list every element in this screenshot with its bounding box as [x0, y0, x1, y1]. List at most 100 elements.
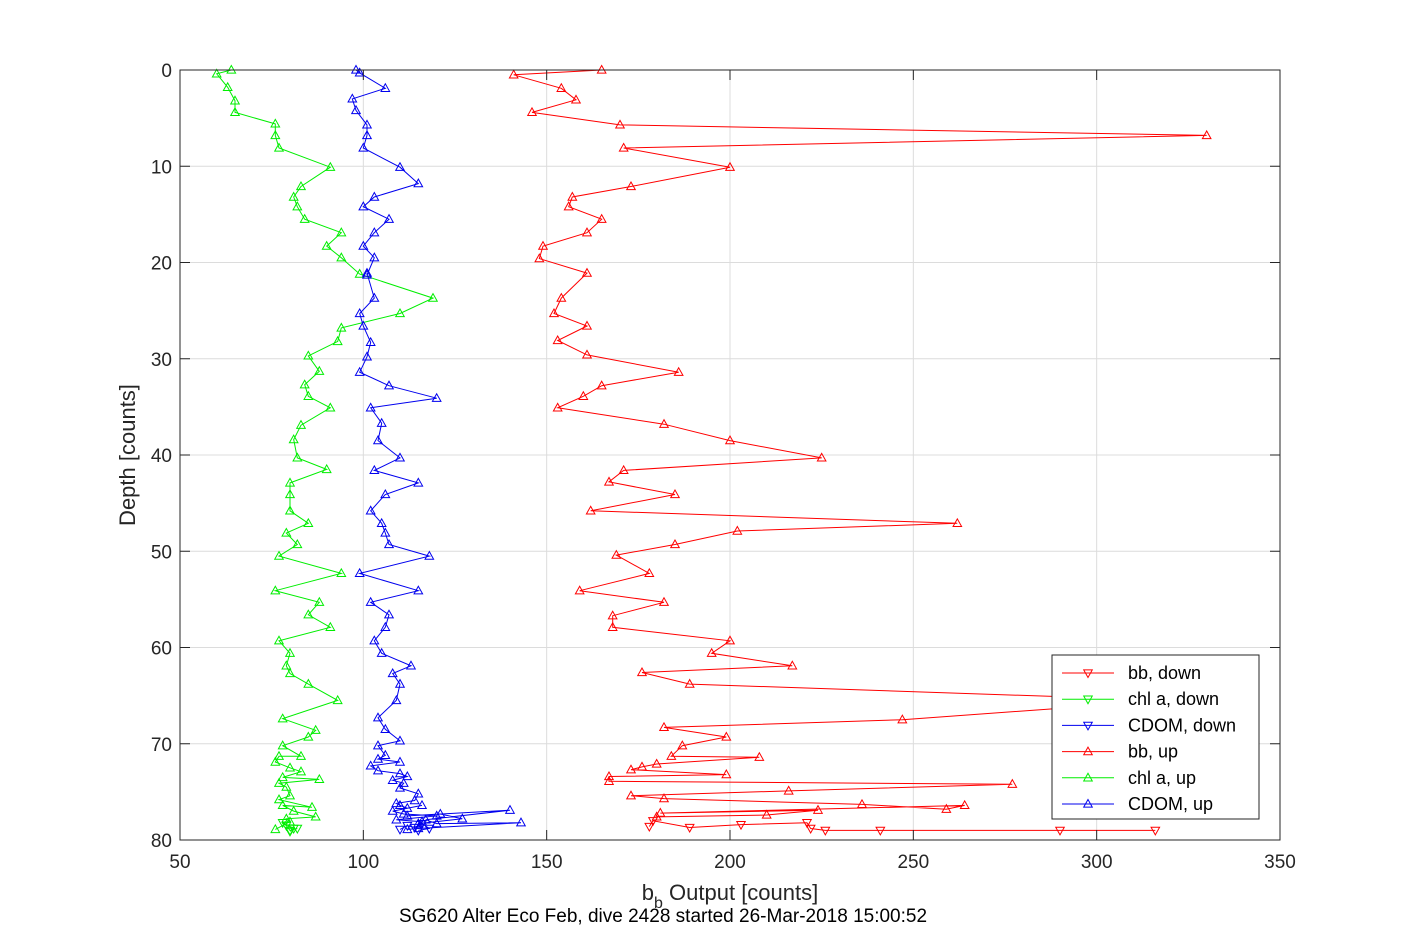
data-point-chl-a-up: [284, 477, 296, 487]
data-point-chl-a-up: [281, 660, 292, 670]
data-point-bb-up: [761, 809, 772, 819]
data-point-bb-down: [1150, 826, 1161, 836]
data-point-bb-up: [611, 549, 622, 559]
data-point-cdom-up: [383, 213, 395, 223]
data-point-bb-up: [732, 525, 743, 535]
data-point-chl-a-up: [321, 463, 332, 474]
data-point-chl-a-up: [292, 452, 303, 462]
data-point-bb-up: [658, 418, 670, 428]
data-point-cdom-up: [365, 596, 376, 606]
data-point-chl-a-up: [273, 142, 285, 152]
data-point-cdom-up: [420, 814, 431, 824]
data-point-bb-up: [607, 610, 618, 620]
x-tick-label: 300: [1081, 852, 1113, 873]
data-point-bb-up: [787, 660, 798, 670]
data-point-cdom-up: [380, 749, 391, 759]
data-point-bb-up: [941, 803, 952, 813]
x-axis-title-main: b: [642, 880, 654, 905]
data-point-cdom-up: [358, 240, 369, 250]
data-point-chl-a-up: [314, 365, 325, 375]
data-point-chl-a-up: [273, 550, 285, 560]
data-point-chl-a-up: [427, 292, 439, 302]
data-point-cdom-up: [380, 621, 391, 631]
data-point-chl-a-up: [277, 740, 288, 750]
legend-item-cdom-down: CDOM, down: [1062, 715, 1236, 735]
data-point-bb-down: [684, 823, 695, 834]
data-point-cdom-up: [394, 782, 406, 792]
data-point-cdom-up: [365, 402, 376, 412]
data-point-bb-up: [625, 790, 637, 800]
data-point-bb-up: [721, 769, 732, 779]
data-point-cdom-up: [409, 795, 420, 805]
data-point-cdom-up: [361, 119, 373, 129]
data-point-cdom-up: [369, 292, 380, 302]
x-tick-label: 150: [531, 852, 563, 873]
data-point-cdom-down: [394, 825, 406, 835]
legend-label: chl a, up: [1128, 768, 1196, 788]
legend-item-bb-up: bb, up: [1062, 742, 1178, 762]
data-point-cdom-up: [402, 810, 413, 820]
y-tick-label: 20: [151, 254, 172, 275]
data-point-bb-up: [537, 240, 549, 250]
data-point-bb-up: [596, 380, 607, 390]
data-point-chl-a-up: [325, 402, 336, 412]
data-point-cdom-up: [361, 269, 373, 279]
data-point-bb-up: [783, 785, 794, 795]
data-point-bb-up: [658, 793, 670, 803]
data-point-bb-up: [669, 538, 681, 549]
data-point-bb-up: [724, 161, 736, 171]
data-point-bb-up: [548, 307, 560, 318]
data-point-bb-up: [677, 740, 688, 750]
data-point-cdom-down: [402, 821, 413, 832]
data-point-cdom-up: [413, 585, 424, 595]
legend-swatch-marker: [1082, 721, 1094, 731]
x-axis-title-subscript: b: [654, 895, 663, 912]
data-point-cdom-up: [380, 527, 391, 537]
data-point-chl-a-up: [229, 95, 241, 105]
series-line-bb-up: [513, 69, 1207, 818]
data-point-bb-up: [636, 667, 648, 677]
data-point-bb-up: [812, 804, 824, 814]
data-point-bb-up: [706, 647, 717, 657]
data-point-chl-a-up: [332, 335, 343, 346]
data-point-cdom-up: [424, 550, 435, 560]
y-tick-label: 60: [151, 639, 172, 660]
data-point-bb-up: [658, 721, 670, 732]
x-tick-label: 50: [169, 852, 190, 873]
series-chl-a-up: [211, 64, 439, 834]
data-point-cdom-up: [504, 804, 516, 814]
data-point-bb-down: [875, 826, 886, 836]
data-point-chl-a-up: [284, 790, 296, 800]
data-point-chl-a-up: [277, 771, 288, 782]
data-point-bb-up: [581, 227, 593, 237]
data-point-bb-up: [1201, 129, 1212, 140]
data-point-cdom-up: [372, 435, 384, 445]
data-point-bb-up: [897, 714, 908, 724]
legend-swatch-marker: [1082, 695, 1094, 705]
data-point-chl-a-up: [288, 434, 299, 444]
data-point-cdom-up: [457, 813, 468, 823]
data-point-bb-up: [603, 770, 615, 781]
y-tick-label: 70: [151, 735, 172, 756]
data-point-cdom-up: [361, 351, 373, 361]
data-point-bb-up: [526, 106, 538, 116]
data-point-cdom-up: [413, 178, 424, 188]
data-point-cdom-up: [365, 505, 376, 515]
data-point-bb-up: [816, 452, 827, 462]
data-point-chl-a-down: [277, 819, 288, 829]
data-point-cdom-up: [376, 517, 387, 527]
data-point-bb-up: [666, 750, 677, 760]
data-point-bb-up: [724, 435, 736, 445]
data-point-bb-down: [801, 819, 813, 829]
data-point-bb-up: [684, 678, 695, 688]
data-point-chl-a-up: [222, 81, 233, 91]
data-point-chl-a-up: [295, 766, 307, 776]
data-point-cdom-up: [358, 201, 369, 211]
data-point-bb-up: [603, 476, 615, 486]
data-point-chl-a-up: [273, 750, 285, 760]
data-point-chl-a-up: [303, 350, 314, 360]
data-point-cdom-up: [394, 735, 406, 745]
data-point-chl-a-up: [211, 68, 222, 78]
data-point-cdom-up: [365, 760, 376, 770]
data-point-bb-up: [581, 267, 593, 277]
